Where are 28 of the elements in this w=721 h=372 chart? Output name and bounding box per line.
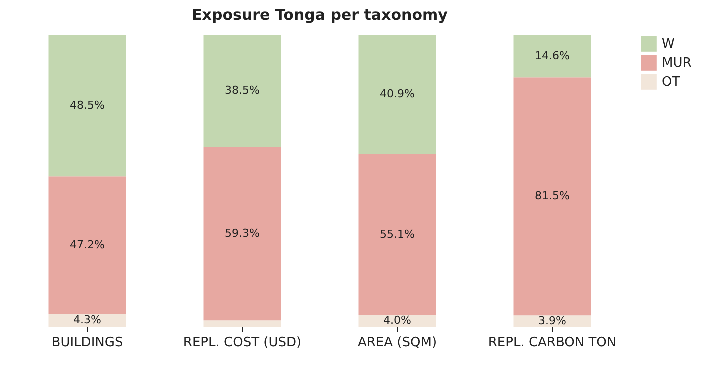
- data-label: 81.5%: [535, 190, 570, 203]
- bar: [358, 35, 436, 154]
- data-label: 4.3%: [74, 314, 102, 327]
- legend-label: W: [662, 37, 675, 52]
- data-label: 3.9%: [538, 314, 566, 328]
- x-tick-label: BUILDINGS: [52, 336, 124, 350]
- bar: [514, 35, 592, 78]
- bar: [204, 320, 282, 327]
- bar: [514, 78, 592, 316]
- bar: [48, 176, 126, 314]
- x-tick-label: REPL. COST (USD): [183, 336, 302, 350]
- data-label: 14.6%: [535, 49, 570, 62]
- bar: [204, 35, 282, 148]
- bar: [358, 154, 436, 316]
- data-label: 59.3%: [225, 227, 260, 240]
- chart-title: Exposure Tonga per taxonomy: [192, 6, 448, 24]
- data-label: 38.5%: [225, 84, 260, 98]
- data-label: 55.1%: [380, 228, 415, 241]
- data-label: 47.2%: [70, 238, 105, 252]
- x-tick-label: AREA (SQM): [358, 336, 438, 350]
- data-label: 48.5%: [70, 98, 105, 112]
- data-label: 4.0%: [384, 314, 412, 328]
- legend-label: MUR: [662, 56, 692, 71]
- legend-label: OT: [662, 75, 680, 90]
- x-tick-label: REPL. CARBON TON: [488, 336, 617, 350]
- data-label: 40.9%: [380, 88, 415, 101]
- bar: [204, 147, 282, 321]
- bar: [48, 35, 126, 177]
